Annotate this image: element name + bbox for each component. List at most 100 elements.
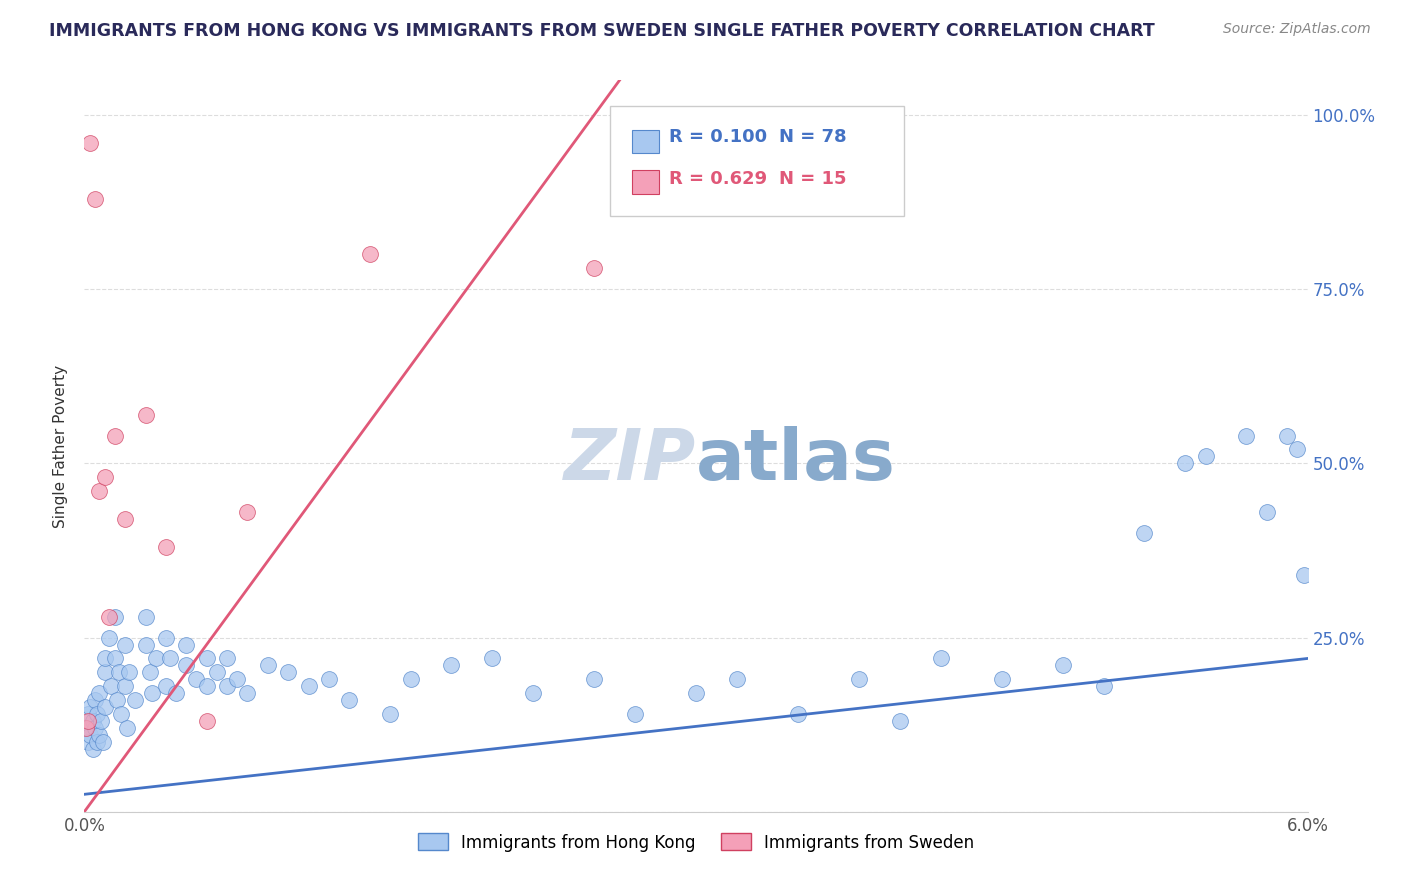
Point — [236, 505, 259, 519]
Point — [104, 609, 127, 624]
Text: Source: ZipAtlas.com: Source: ZipAtlas.com — [1223, 22, 1371, 37]
Point — [1236, 428, 1258, 442]
Point — [83, 693, 105, 707]
Text: N = 15: N = 15 — [779, 170, 846, 188]
Point — [277, 665, 299, 680]
Point — [91, 735, 114, 749]
Point — [79, 700, 101, 714]
Point — [583, 673, 606, 687]
Point — [583, 261, 606, 276]
Point — [93, 665, 117, 680]
Point — [90, 714, 112, 728]
Point — [86, 707, 108, 722]
Text: N = 78: N = 78 — [779, 128, 846, 146]
Point — [848, 673, 870, 687]
Point — [155, 631, 177, 645]
Point — [75, 721, 97, 735]
Point — [195, 679, 218, 693]
Text: ZIP: ZIP — [564, 426, 696, 495]
Point — [889, 714, 911, 728]
Point — [624, 707, 647, 722]
Point — [97, 609, 120, 624]
Point — [1292, 567, 1315, 582]
Point — [226, 673, 249, 687]
Point — [787, 707, 810, 722]
Point — [87, 484, 110, 499]
Point — [93, 470, 117, 484]
Point — [105, 693, 128, 707]
Point — [725, 673, 748, 687]
Point — [83, 721, 105, 735]
Point — [522, 686, 544, 700]
Point — [118, 665, 141, 680]
Point — [1174, 457, 1197, 471]
Point — [108, 665, 131, 680]
Point — [145, 651, 167, 665]
Point — [97, 631, 120, 645]
Point — [1277, 428, 1299, 442]
Point — [217, 651, 239, 665]
Point — [440, 658, 463, 673]
Text: R = 0.629: R = 0.629 — [669, 170, 768, 188]
Bar — [633, 130, 659, 153]
Point — [195, 651, 218, 665]
Point — [79, 728, 101, 742]
Point — [114, 512, 136, 526]
Point — [1133, 526, 1156, 541]
Point — [75, 721, 97, 735]
Point — [104, 428, 127, 442]
Point — [929, 651, 952, 665]
Point — [114, 638, 136, 652]
Point — [82, 714, 104, 728]
Point — [257, 658, 280, 673]
Point — [176, 638, 198, 652]
Point — [115, 721, 138, 735]
Point — [359, 247, 381, 261]
Point — [82, 742, 104, 756]
Point — [87, 728, 110, 742]
Point — [1256, 505, 1278, 519]
Point — [165, 686, 187, 700]
Point — [135, 638, 157, 652]
Point — [83, 192, 105, 206]
Point — [176, 658, 198, 673]
Point — [339, 693, 361, 707]
Point — [155, 679, 177, 693]
Point — [100, 679, 122, 693]
Point — [110, 707, 132, 722]
Point — [87, 686, 110, 700]
Point — [236, 686, 259, 700]
Y-axis label: Single Father Poverty: Single Father Poverty — [53, 365, 69, 527]
Point — [77, 714, 100, 728]
Point — [86, 735, 108, 749]
Point — [135, 609, 157, 624]
Point — [318, 673, 340, 687]
Point — [135, 408, 157, 422]
Point — [114, 679, 136, 693]
Text: atlas: atlas — [696, 426, 896, 495]
Point — [141, 686, 163, 700]
Legend: Immigrants from Hong Kong, Immigrants from Sweden: Immigrants from Hong Kong, Immigrants fr… — [411, 827, 981, 858]
Text: R = 0.100: R = 0.100 — [669, 128, 768, 146]
Point — [399, 673, 422, 687]
Bar — [633, 170, 659, 194]
Point — [155, 540, 177, 554]
Point — [205, 665, 228, 680]
Point — [186, 673, 208, 687]
Text: IMMIGRANTS FROM HONG KONG VS IMMIGRANTS FROM SWEDEN SINGLE FATHER POVERTY CORREL: IMMIGRANTS FROM HONG KONG VS IMMIGRANTS … — [49, 22, 1154, 40]
Point — [991, 673, 1014, 687]
Point — [1195, 450, 1218, 464]
FancyBboxPatch shape — [610, 106, 904, 216]
Point — [79, 136, 101, 150]
Point — [104, 651, 127, 665]
Point — [685, 686, 707, 700]
Point — [217, 679, 239, 693]
Point — [195, 714, 218, 728]
Point — [481, 651, 503, 665]
Point — [93, 651, 117, 665]
Point — [138, 665, 160, 680]
Point — [93, 700, 117, 714]
Point — [1092, 679, 1115, 693]
Point — [124, 693, 146, 707]
Point — [77, 735, 100, 749]
